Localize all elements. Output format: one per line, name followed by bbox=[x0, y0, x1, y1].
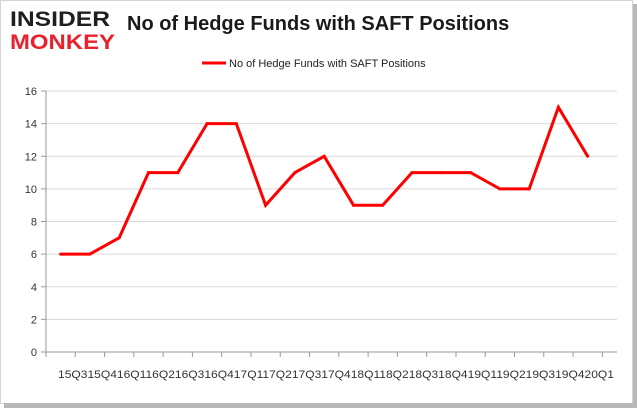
data-point bbox=[88, 252, 92, 256]
y-tick-label: 16 bbox=[25, 86, 37, 98]
data-point bbox=[264, 203, 268, 207]
data-point bbox=[586, 154, 590, 158]
data-point bbox=[381, 203, 385, 207]
y-tick-label: 8 bbox=[31, 217, 37, 229]
data-point bbox=[469, 171, 473, 175]
data-point bbox=[234, 122, 238, 126]
data-point bbox=[439, 171, 443, 175]
data-point bbox=[556, 105, 560, 109]
data-point bbox=[147, 171, 150, 175]
data-point bbox=[527, 187, 531, 191]
data-point bbox=[205, 122, 209, 126]
y-tick-label: 6 bbox=[31, 249, 37, 261]
y-tick-label: 10 bbox=[25, 184, 37, 196]
y-tick-label: 12 bbox=[25, 151, 37, 163]
series-layer bbox=[59, 103, 590, 256]
y-tick-label: 4 bbox=[31, 282, 37, 294]
data-point bbox=[293, 171, 297, 175]
data-point bbox=[59, 252, 63, 256]
data-point bbox=[322, 154, 326, 158]
insider-monkey-logo: INSIDER MONKEY bbox=[10, 8, 115, 52]
x-tick-labels: 15Q315Q416Q116Q216Q316Q417Q117Q217Q317Q4… bbox=[58, 369, 614, 381]
logo-line-insider: INSIDER bbox=[10, 8, 110, 31]
logo-line-monkey: MONKEY bbox=[10, 31, 115, 52]
frame-shadow-right bbox=[633, 4, 637, 408]
y-tick-label: 2 bbox=[31, 314, 37, 326]
axes bbox=[41, 90, 617, 357]
series-line bbox=[60, 103, 589, 256]
y-tick-label: 14 bbox=[25, 119, 37, 131]
y-tick-label: 0 bbox=[31, 347, 37, 359]
data-point bbox=[410, 171, 414, 175]
frame-shadow-bottom bbox=[4, 403, 637, 408]
data-point bbox=[117, 236, 121, 240]
chart-title: No of Hedge Funds with SAFT Positions bbox=[127, 13, 510, 35]
y-tick-labels: 0 2 4 6 8 10 12 14 16 bbox=[25, 86, 37, 359]
data-point bbox=[498, 187, 502, 191]
data-point bbox=[352, 203, 355, 207]
legend: No of Hedge Funds with SAFT Positions bbox=[202, 58, 426, 70]
legend-label: No of Hedge Funds with SAFT Positions bbox=[229, 58, 426, 70]
data-point bbox=[176, 171, 180, 175]
gridlines bbox=[46, 90, 617, 320]
